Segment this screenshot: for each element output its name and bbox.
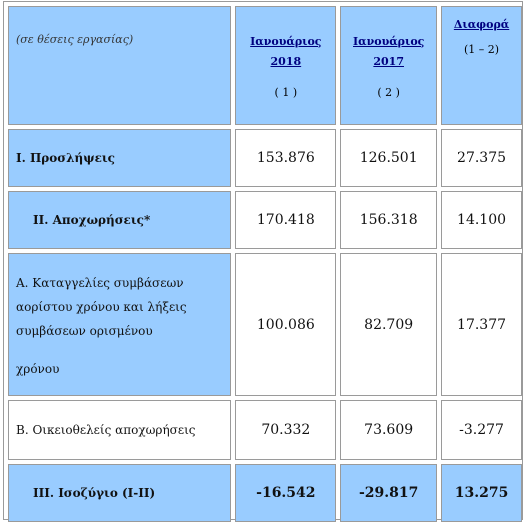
value-cell: 70.332 <box>235 400 337 460</box>
value-cell: -16.542 <box>235 464 337 522</box>
row-label: ΙΙ. Αποχωρήσεις* <box>8 191 232 249</box>
column-header-2017: Ιανουάριος 2017 ( 2 ) <box>340 6 438 125</box>
unit-note: (σε θέσεις εργασίας) <box>16 33 134 46</box>
value-cell: 170.418 <box>235 191 337 249</box>
value-cell: 73.609 <box>340 400 438 460</box>
column-number: ( 2 ) <box>377 86 400 99</box>
unit-note-cell: (σε θέσεις εργασίας) <box>8 6 232 125</box>
value-cell: 153.876 <box>235 129 337 187</box>
column-header-difference: Διαφορά (1 – 2) <box>441 6 522 125</box>
row-label: ΙΙΙ. Ισοζύγιο (Ι-ΙΙ) <box>8 464 232 522</box>
value-cell: 13.275 <box>441 464 522 522</box>
column-title: Διαφορά <box>453 18 510 31</box>
table-row: ΙΙΙ. Ισοζύγιο (Ι-ΙΙ) -16.542 -29.817 13.… <box>8 464 522 522</box>
table-row: Β. Οικειοθελείς αποχωρήσεις 70.332 73.60… <box>8 400 522 460</box>
value-cell: 126.501 <box>340 129 438 187</box>
value-cell: 82.709 <box>340 253 438 396</box>
header-row: (σε θέσεις εργασίας) Ιανουάριος 2018 ( 1… <box>8 6 522 125</box>
table-row: Ι. Προσλήψεις 153.876 126.501 27.375 <box>8 129 522 187</box>
value-cell: 14.100 <box>441 191 522 249</box>
column-title: Ιανουάριος 2018 <box>250 35 322 68</box>
value-cell: 156.318 <box>340 191 438 249</box>
value-cell: 100.086 <box>235 253 337 396</box>
column-number: ( 1 ) <box>274 86 298 99</box>
value-cell: -3.277 <box>441 400 522 460</box>
value-cell: -29.817 <box>340 464 438 522</box>
column-number: (1 – 2) <box>464 43 500 56</box>
value-cell: 27.375 <box>441 129 522 187</box>
row-label: Α. Καταγγελίες συμβάσεων αορίστου χρόνου… <box>8 253 232 396</box>
column-header-2018: Ιανουάριος 2018 ( 1 ) <box>235 6 337 125</box>
row-label: Β. Οικειοθελείς αποχωρήσεις <box>8 400 232 460</box>
column-title: Ιανουάριος 2017 <box>353 35 425 68</box>
value-cell: 17.377 <box>441 253 522 396</box>
row-label: Ι. Προσλήψεις <box>8 129 232 187</box>
employment-flows-table: (σε θέσεις εργασίας) Ιανουάριος 2018 ( 1… <box>4 2 526 526</box>
table-row: ΙΙ. Αποχωρήσεις* 170.418 156.318 14.100 <box>8 191 522 249</box>
table-row: Α. Καταγγελίες συμβάσεων αορίστου χρόνου… <box>8 253 522 396</box>
